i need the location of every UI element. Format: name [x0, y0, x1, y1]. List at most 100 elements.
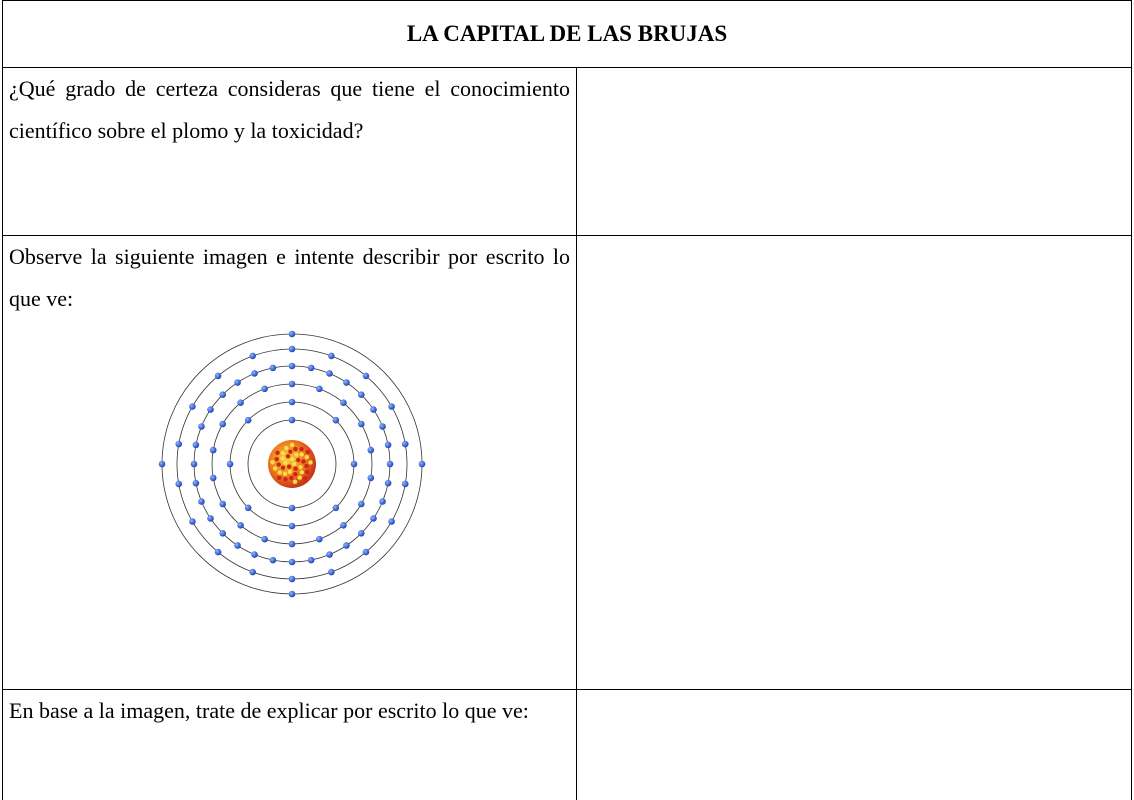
electron	[192, 479, 200, 487]
nucleus-speck	[280, 465, 286, 470]
electron	[357, 420, 365, 428]
electron	[343, 379, 350, 386]
electron	[192, 441, 200, 449]
electron	[288, 575, 296, 583]
electron	[288, 504, 296, 512]
electron	[234, 542, 241, 549]
electron	[384, 441, 392, 449]
electron	[158, 460, 166, 468]
electron	[340, 521, 347, 529]
electron	[288, 522, 296, 530]
electron	[244, 504, 252, 512]
electron	[207, 406, 214, 413]
nucleus-speck	[283, 460, 288, 466]
electron	[249, 352, 256, 360]
electron	[307, 556, 315, 564]
electron	[307, 364, 315, 372]
electron	[219, 391, 227, 399]
nucleus-speck	[293, 466, 298, 471]
electron	[269, 364, 277, 372]
nucleus-speck	[299, 446, 304, 452]
nucleus-speck	[308, 460, 313, 465]
electron	[237, 521, 244, 529]
nucleus-speck	[292, 461, 297, 467]
electron	[328, 352, 335, 360]
atom-image	[158, 330, 426, 598]
electron	[367, 474, 375, 482]
electron	[261, 385, 268, 393]
nucleus-speck	[289, 475, 294, 481]
nucleus-speck	[304, 463, 309, 469]
electron	[207, 515, 214, 522]
electron	[214, 548, 222, 556]
question-cell: En base a la imagen, trate de explicar p…	[2, 689, 577, 800]
nucleus-speck	[276, 462, 281, 467]
electron	[370, 515, 377, 522]
nucleus-speck	[274, 456, 279, 462]
electron	[175, 440, 183, 448]
electron	[288, 398, 296, 406]
electron	[316, 535, 323, 543]
nucleus-speck	[296, 457, 301, 463]
nucleus	[268, 440, 316, 488]
electron	[189, 518, 196, 525]
electron	[237, 399, 244, 407]
electron	[379, 498, 386, 505]
electron	[340, 399, 347, 407]
electron	[362, 372, 370, 380]
nucleus-speck	[285, 454, 291, 459]
nucleus-speck	[302, 476, 308, 481]
electron	[384, 479, 392, 487]
electron	[288, 330, 296, 338]
question-cell: ¿Qué grado de certeza consideras que tie…	[2, 67, 577, 236]
electron	[370, 406, 377, 413]
nucleus-speck	[305, 449, 311, 455]
electron	[261, 535, 268, 543]
nucleus-speck	[297, 475, 302, 480]
nucleus-speck	[280, 456, 285, 461]
question: En base a la imagen, trate de explicar p…	[9, 698, 529, 723]
header-row: LA CAPITAL DE LAS BRUJAS	[2, 0, 1132, 68]
electron	[401, 480, 409, 488]
electron	[367, 446, 375, 454]
nucleus-speck	[272, 466, 278, 471]
electron	[326, 551, 333, 558]
question-cell: Observe la siguiente imagen e intente de…	[2, 235, 577, 690]
electron	[198, 423, 205, 430]
electron	[388, 403, 395, 410]
nucleus-speck	[299, 470, 305, 475]
electron	[350, 460, 358, 468]
electron	[332, 504, 340, 512]
electron	[198, 498, 205, 505]
table-title: LA CAPITAL DE LAS BRUJAS	[2, 0, 1132, 68]
question: Observe la siguiente imagen e intente de…	[9, 244, 570, 311]
nucleus-speck	[294, 452, 299, 457]
electron	[288, 590, 296, 598]
electron	[357, 529, 365, 537]
nucleus-speck	[293, 472, 298, 477]
electron	[418, 460, 426, 468]
nucleus-speck	[299, 452, 304, 457]
answer-cell	[576, 235, 1132, 690]
electron	[190, 460, 198, 468]
electron	[226, 460, 234, 468]
row: En base a la imagen, trate de explicar p…	[2, 689, 1132, 800]
nucleus-speck	[287, 469, 293, 474]
electron	[288, 362, 296, 370]
nucleus-speck	[277, 470, 282, 475]
electron	[288, 558, 296, 566]
electron	[288, 345, 296, 353]
electron	[269, 556, 277, 564]
electron	[251, 370, 258, 377]
nucleus-speck	[301, 459, 306, 464]
electron	[379, 423, 386, 430]
electron	[234, 379, 241, 386]
nucleus-speck	[282, 471, 288, 477]
electron	[244, 416, 252, 424]
electron	[249, 568, 256, 576]
electron	[343, 542, 350, 549]
electron	[388, 518, 395, 525]
electron	[357, 391, 365, 399]
